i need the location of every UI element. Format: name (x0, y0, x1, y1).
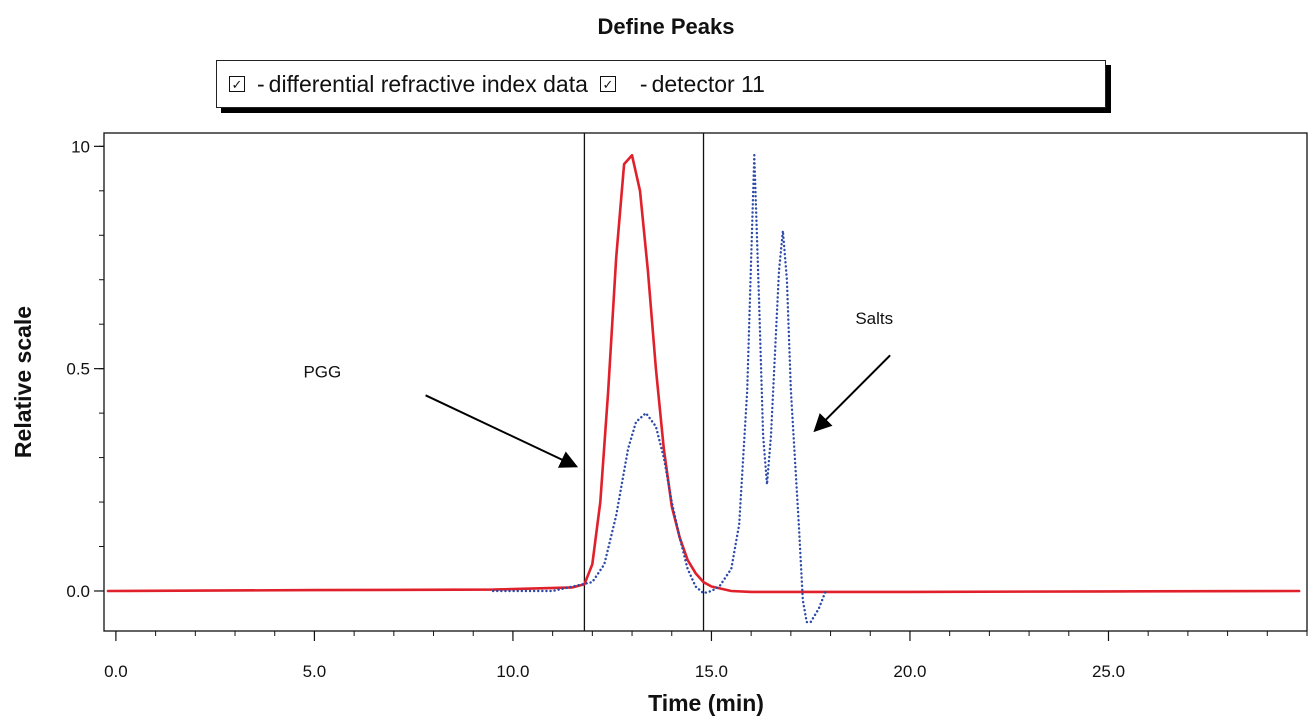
series-detector-11-line (491, 154, 828, 624)
y-tick-label: 10 (71, 137, 90, 156)
legend-item-detector[interactable]: ✓ - detector 11 (599, 61, 765, 107)
legend: ✓ - differential refractive index data ✓… (216, 60, 1106, 108)
x-tick-label: 10.0 (496, 662, 529, 681)
legend-dash: - (257, 70, 265, 97)
x-tick-label: 25.0 (1092, 662, 1125, 681)
x-tick-label: 5.0 (303, 662, 327, 681)
y-tick-label: 0.5 (66, 360, 90, 379)
y-tick-label: 0.0 (66, 582, 90, 601)
y-axis: 0.0 0.5 10 (66, 137, 104, 601)
annotation-arrow (813, 354, 891, 433)
chart-title: Define Peaks (598, 14, 735, 39)
legend-checkbox-dri[interactable]: ✓ (229, 76, 245, 92)
legend-item-dri[interactable]: ✓ - differential refractive index data (229, 61, 588, 107)
legend-dash: - (639, 70, 648, 97)
x-tick-label: 15.0 (695, 662, 728, 681)
series-dri-line (106, 153, 1301, 594)
x-tick-label: 0.0 (104, 662, 128, 681)
x-axis: 0.0 5.0 10.0 15.0 20.0 25.0 (104, 631, 1308, 681)
series-group (106, 153, 1301, 624)
legend-checkbox-detector[interactable]: ✓ (599, 76, 616, 92)
annotations: PGG Salts (303, 309, 893, 468)
annotation-label: Salts (855, 309, 893, 328)
peak-markers (583, 133, 705, 631)
legend-label-dri: differential refractive index data (268, 70, 588, 97)
x-axis-label: Time (min) (648, 690, 764, 716)
legend-label-detector: detector 11 (651, 70, 765, 97)
plot-frame (103, 132, 1308, 632)
x-tick-label: 20.0 (893, 662, 926, 681)
annotation-label: PGG (303, 363, 341, 382)
y-axis-label: Relative scale (10, 306, 36, 458)
annotation-arrow (425, 394, 579, 468)
